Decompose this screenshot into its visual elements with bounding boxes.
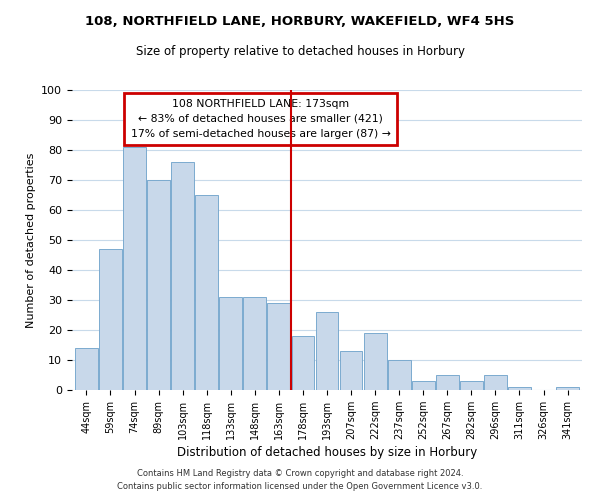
Text: 108 NORTHFIELD LANE: 173sqm
← 83% of detached houses are smaller (421)
17% of se: 108 NORTHFIELD LANE: 173sqm ← 83% of det… (131, 99, 391, 138)
Bar (412, 381, 434, 390)
Bar (244, 297, 266, 390)
Bar (195, 195, 218, 390)
Bar (292, 336, 314, 390)
Text: Size of property relative to detached houses in Horbury: Size of property relative to detached ho… (136, 45, 464, 58)
Bar (75, 348, 98, 390)
Bar (364, 333, 386, 390)
Bar (99, 249, 122, 390)
Text: 108, NORTHFIELD LANE, HORBURY, WAKEFIELD, WF4 5HS: 108, NORTHFIELD LANE, HORBURY, WAKEFIELD… (85, 15, 515, 28)
Bar (171, 162, 194, 390)
Bar (436, 375, 459, 390)
Y-axis label: Number of detached properties: Number of detached properties (26, 152, 36, 328)
Bar (147, 180, 170, 390)
Bar (123, 147, 146, 390)
Text: Contains public sector information licensed under the Open Government Licence v3: Contains public sector information licen… (118, 482, 482, 491)
Bar (484, 375, 507, 390)
X-axis label: Distribution of detached houses by size in Horbury: Distribution of detached houses by size … (177, 446, 477, 459)
Bar (460, 381, 483, 390)
Text: Contains HM Land Registry data © Crown copyright and database right 2024.: Contains HM Land Registry data © Crown c… (137, 468, 463, 477)
Bar (556, 387, 579, 390)
Bar (340, 351, 362, 390)
Bar (316, 312, 338, 390)
Bar (268, 303, 290, 390)
Bar (508, 387, 531, 390)
Bar (220, 297, 242, 390)
Bar (388, 360, 410, 390)
